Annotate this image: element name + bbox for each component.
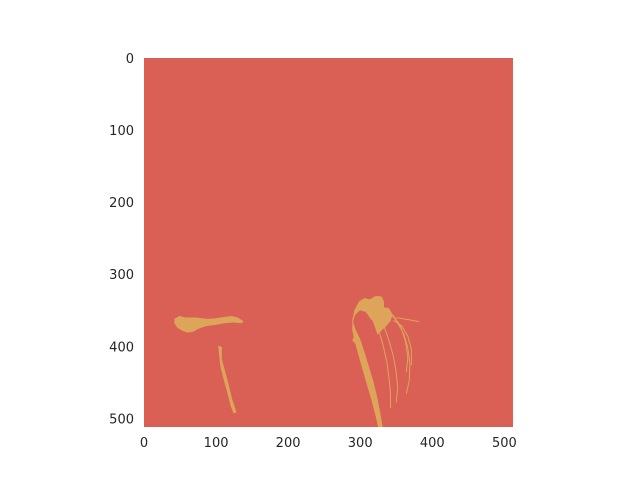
y-tick-label: 400 [109, 340, 134, 355]
foreground-stroke-5 [396, 317, 420, 323]
segmentation-regions [174, 295, 393, 427]
foreground-stroke-3 [383, 325, 399, 403]
plot-area [144, 58, 513, 427]
y-tick-label: 500 [109, 412, 134, 427]
y-tick-label: 300 [109, 268, 134, 283]
foreground-region-1 [174, 316, 244, 333]
foreground-region-5 [352, 335, 360, 344]
x-tick-label: 100 [204, 436, 229, 451]
x-tick-label: 300 [348, 436, 373, 451]
x-tick-label: 200 [276, 436, 301, 451]
image-background [144, 58, 513, 427]
y-axis: 0 100 200 300 400 500 [109, 52, 134, 427]
x-tick-label: 500 [492, 436, 517, 451]
x-axis: 0 100 200 300 400 500 [140, 436, 517, 451]
y-tick-label: 200 [109, 196, 134, 211]
foreground-region-4 [368, 309, 378, 321]
x-tick-label: 0 [140, 436, 148, 451]
foreground-stroke-6 [393, 319, 412, 365]
segmentation-thin-strokes [378, 309, 420, 409]
y-tick-label: 0 [126, 52, 134, 67]
y-tick-label: 100 [109, 124, 134, 139]
foreground-region-3 [352, 295, 393, 427]
x-tick-label: 400 [420, 436, 445, 451]
foreground-stroke-2 [392, 314, 409, 373]
foreground-region-2 [218, 345, 237, 414]
foreground-stroke-4 [378, 330, 391, 409]
